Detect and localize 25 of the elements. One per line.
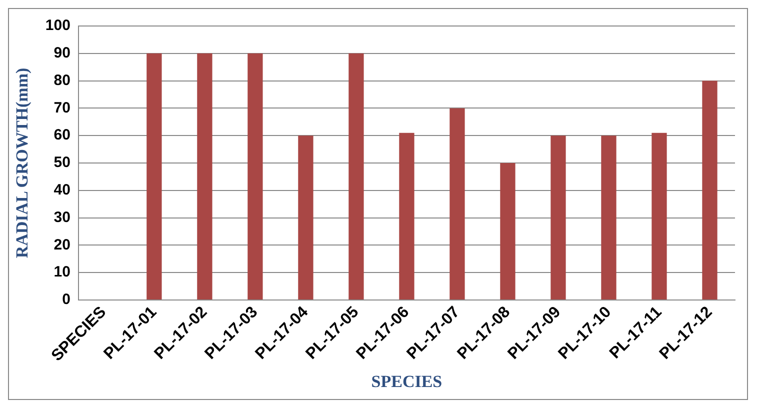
y-tick-label: 100 xyxy=(45,17,70,34)
y-tick-label: 0 xyxy=(62,291,70,308)
bar xyxy=(399,132,414,300)
y-tick-label: 70 xyxy=(54,99,70,116)
y-tick-label: 80 xyxy=(54,72,70,89)
y-tick-label: 40 xyxy=(54,182,70,199)
bar xyxy=(450,108,465,300)
y-tick-label: 50 xyxy=(54,154,70,172)
x-axis-title: SPECIES xyxy=(371,372,442,392)
y-tick-label: 90 xyxy=(54,44,70,62)
bar xyxy=(500,162,516,300)
bar xyxy=(702,80,718,300)
y-tick-label: 10 xyxy=(54,264,70,281)
bar xyxy=(146,53,162,300)
bar xyxy=(348,53,364,300)
y-tick-label: 20 xyxy=(54,236,70,254)
bar xyxy=(652,132,667,300)
bar xyxy=(550,136,566,300)
bar xyxy=(298,136,314,300)
y-tick-label: 30 xyxy=(54,208,70,226)
bar xyxy=(197,53,212,300)
bar xyxy=(248,53,263,300)
y-axis-title: RADIAL GROWTH(mm) xyxy=(12,68,32,258)
y-tick-label: 60 xyxy=(54,126,70,144)
bar xyxy=(601,136,616,300)
